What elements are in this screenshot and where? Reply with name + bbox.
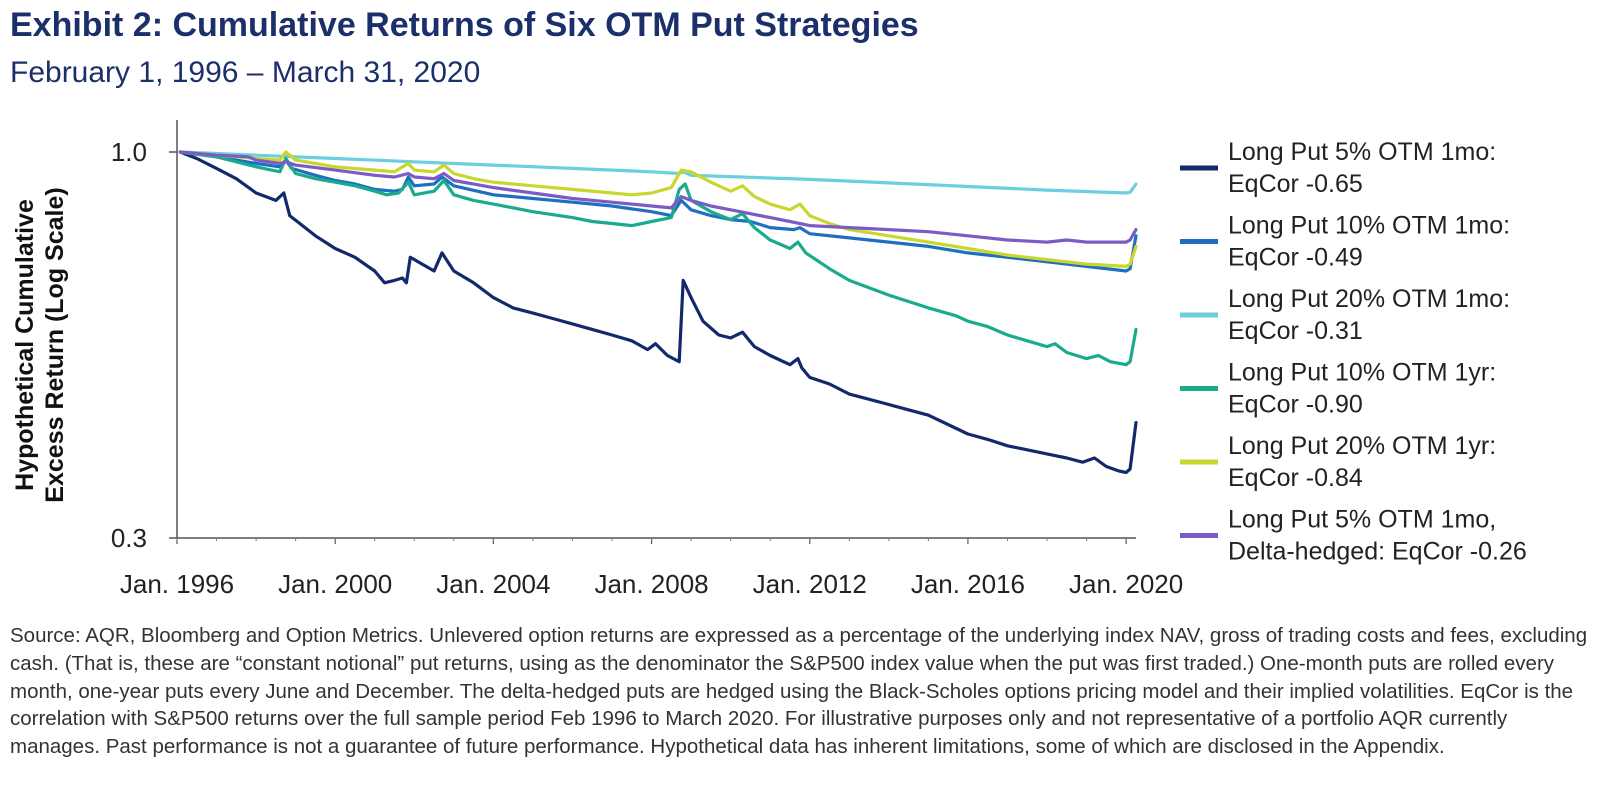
legend-label: EqCor -0.84 [1228, 464, 1363, 492]
x-tick-label: Jan. 1996 [120, 569, 234, 599]
legend-label: Long Put 10% OTM 1mo: [1228, 212, 1510, 240]
x-ticks: Jan. 1996 Jan. 2000 Jan. 2004 Jan. 2008 Jan.… [120, 538, 1183, 599]
y-axis-label-line: Hypothetical Cumulative [11, 199, 39, 491]
legend-item-5: Long Put 20% OTM 1yr: EqCor -0.84 [1180, 432, 1496, 492]
legend-label: Long Put 5% OTM 1mo: [1228, 138, 1496, 166]
legend-label: Long Put 20% OTM 1mo: [1228, 285, 1510, 313]
x-tick-label: Jan. 2016 [911, 569, 1025, 599]
series-layer [178, 150, 1138, 475]
legend-label: EqCor -0.49 [1228, 244, 1363, 272]
series-line-4 [178, 150, 1138, 367]
source-note: Source: AQR, Bloomberg and Option Metric… [10, 624, 1588, 759]
chart-subtitle: February 1, 1996 – March 31, 2020 [10, 56, 481, 89]
legend-label: Delta-hedged: EqCor -0.26 [1228, 538, 1527, 566]
legend-item-2: Long Put 10% OTM 1mo: EqCor -0.49 [1180, 212, 1510, 272]
legend-label: Long Put 5% OTM 1mo, [1228, 506, 1496, 534]
legend-label: Long Put 20% OTM 1yr: [1228, 432, 1496, 460]
y-ticks: 1.0 0.3 [111, 137, 177, 553]
series-line-6 [178, 150, 1138, 244]
legend-label: EqCor -0.90 [1228, 391, 1363, 419]
line-chart: Hypothetical Cumulative Excess Return (Lo… [11, 120, 1527, 599]
series-line-1 [178, 150, 1138, 475]
x-tick-label: Jan. 2004 [436, 569, 550, 599]
legend-item-4: Long Put 10% OTM 1yr: EqCor -0.90 [1180, 359, 1496, 419]
chart-title: Exhibit 2: Cumulative Returns of Six OTM… [10, 6, 919, 44]
y-tick-label: 1.0 [111, 137, 147, 167]
legend-label: EqCor -0.31 [1228, 317, 1363, 345]
legend-label: EqCor -0.65 [1228, 170, 1363, 198]
y-axis-label-line: Excess Return (Log Scale) [41, 187, 69, 502]
legend-item-6: Long Put 5% OTM 1mo, Delta-hedged: EqCor … [1180, 506, 1527, 566]
x-tick-label: Jan. 2000 [278, 569, 392, 599]
legend-item-1: Long Put 5% OTM 1mo: EqCor -0.65 [1180, 138, 1496, 198]
y-tick-label: 0.3 [111, 523, 147, 553]
x-tick-label: Jan. 2012 [753, 569, 867, 599]
x-tick-label: Jan. 2008 [594, 569, 708, 599]
chart-axes [176, 120, 1136, 539]
series-line-2 [178, 150, 1138, 273]
legend-item-3: Long Put 20% OTM 1mo: EqCor -0.31 [1180, 285, 1510, 345]
series-line-5 [178, 150, 1138, 268]
y-axis-label: Hypothetical Cumulative Excess Return (Lo… [11, 187, 69, 502]
x-tick-label: Jan. 2020 [1069, 569, 1183, 599]
legend-label: Long Put 10% OTM 1yr: [1228, 359, 1496, 387]
series-line-3 [178, 150, 1138, 195]
